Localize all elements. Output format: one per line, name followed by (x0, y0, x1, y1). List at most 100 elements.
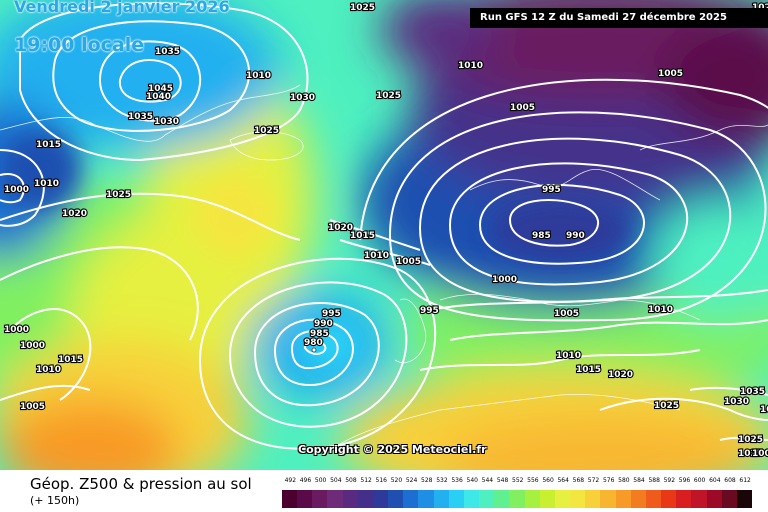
scale-tick-label: 580 (618, 477, 630, 484)
scale-color-cell (661, 490, 677, 508)
scale-color-cell (327, 490, 344, 508)
isobar-label: 1040 (146, 92, 171, 102)
scale-tick-label: 520 (390, 477, 403, 484)
scale-color-cell (721, 490, 738, 508)
isobar-label: 1025 (738, 449, 763, 459)
scale-color-cell (524, 490, 541, 508)
isobar-label: 1005 (396, 257, 421, 267)
isobar-label: 1000 (20, 341, 45, 351)
scale-color-cell (448, 490, 465, 508)
model-run-banner: Run GFS 12 Z du Samedi 27 décembre 2025 (470, 8, 768, 28)
isobar-label: 1025 (106, 190, 131, 200)
scale-tick-label: 576 (602, 477, 615, 484)
isobar-label: 990 (566, 231, 585, 241)
isobar-label: 1015 (576, 365, 601, 375)
scale-color-cell (600, 490, 617, 508)
isobar-label: 1005 (20, 402, 45, 412)
legend-footer: Géop. Z500 & pression au sol (+ 150h) 49… (0, 470, 768, 512)
scale-color-cell (312, 490, 328, 508)
isobar-label: 1025 (738, 435, 763, 445)
scale-tick-label: 548 (496, 477, 509, 484)
scale-tick-label: 492 (284, 477, 297, 484)
scale-tick-label: 604 (709, 477, 721, 484)
forecast-map: 1025 1020 1035 1010 1030 1025 1010 1005 … (0, 0, 768, 470)
scale-tick-label: 496 (299, 477, 312, 484)
isobar-label: 1025 (376, 91, 401, 101)
isobar-label: 995 (322, 309, 341, 319)
scale-color-cell (570, 490, 586, 508)
scale-color-cell (630, 490, 647, 508)
forecast-lead-time: (+ 150h) (30, 494, 80, 507)
scale-tick-label: 584 (633, 477, 645, 484)
scale-color-cell (388, 490, 404, 508)
isobar-label: 1010 (34, 179, 59, 189)
isobar-label: 1010 (364, 251, 389, 261)
isobar-label: 1010 (458, 61, 483, 71)
scale-color-cell (585, 490, 601, 508)
scale-color-cell (691, 490, 707, 508)
isobar-label: 985 (532, 231, 551, 241)
scale-tick-label: 596 (678, 477, 691, 484)
isobar-label: 1035 (740, 387, 765, 397)
isobar-label: 1045 (148, 84, 173, 94)
isobar-label: 990 (314, 319, 333, 329)
isobar-label: 1020 (608, 370, 633, 380)
forecast-date: Vendredi 2 janvier 2026 (14, 0, 230, 16)
scale-tick-label: 500 (314, 477, 327, 484)
isobars (0, 2, 768, 450)
scale-tick-label: 544 (481, 477, 494, 484)
isobar-label: 1005 (658, 69, 683, 79)
isobar-label: 1025 (254, 126, 279, 136)
scale-tick-label: 560 (542, 477, 554, 484)
scale-color-cell (342, 490, 359, 508)
isobar-label: 1010 (36, 365, 61, 375)
scale-tick-label: 608 (724, 477, 736, 484)
scale-color-cell (418, 490, 435, 508)
isobar-label: 1030 (290, 93, 315, 103)
copyright-notice: Copyright © 2025 Meteociel.fr (298, 443, 487, 456)
isobar-label: 1005 (752, 449, 768, 459)
isobar-label: 1010 (648, 305, 673, 315)
color-scale: 492 496 500 504 508 512 516 520 524 528 532 536 540 5… (282, 475, 753, 509)
isobar-label: 1030 (724, 397, 749, 407)
isobar-label: 1025 (654, 401, 679, 411)
isobar-label: 1015 (350, 231, 375, 241)
scale-tick-label: 588 (648, 477, 660, 484)
scale-color-cell (297, 490, 313, 508)
scale-tick-label: 540 (466, 477, 478, 484)
isobar-label: 1005 (554, 309, 579, 319)
scale-tick-label: 592 (663, 477, 676, 484)
isobar-label: 1015 (58, 355, 83, 365)
isobar-label: 1035 (155, 47, 180, 57)
isobar-label: 995 (420, 306, 439, 316)
scale-color-cell (645, 490, 662, 508)
isobar-label: 1020 (62, 209, 87, 219)
scale-tick-label: 612 (739, 477, 751, 484)
scale-color-cell (494, 490, 510, 508)
scale-tick-label: 556 (527, 477, 539, 484)
scale-tick-label: 516 (375, 477, 387, 484)
isobar-label: 1010 (556, 351, 581, 361)
isobar-label: 1035 (128, 112, 153, 122)
scale-tick-label: 564 (557, 477, 569, 484)
isobar-label: 1000 (492, 275, 517, 285)
isobar-label: 995 (542, 185, 561, 195)
map-canvas: 1025 1020 1035 1010 1030 1025 1010 1005 … (0, 0, 768, 470)
isobar-label: 1030 (760, 405, 768, 415)
scale-color-cell (403, 490, 419, 508)
scale-tick-label: 504 (330, 477, 342, 484)
isobar-label: 980 (304, 338, 323, 348)
scale-color-cell (676, 490, 692, 508)
forecast-time: 19:00 locale (14, 34, 145, 56)
scale-color-cell (554, 490, 571, 508)
scale-tick-label: 572 (587, 477, 600, 484)
scale-tick-label: 536 (451, 477, 463, 484)
isobar-label: 1025 (350, 3, 375, 13)
isobar-label: 1000 (4, 325, 29, 335)
isobar-label: 1020 (328, 223, 353, 233)
scale-tick-label: 532 (436, 477, 448, 484)
scale-color-cell (433, 490, 450, 508)
low-centre-marker (311, 347, 317, 353)
isobar-label: 1015 (36, 140, 61, 150)
